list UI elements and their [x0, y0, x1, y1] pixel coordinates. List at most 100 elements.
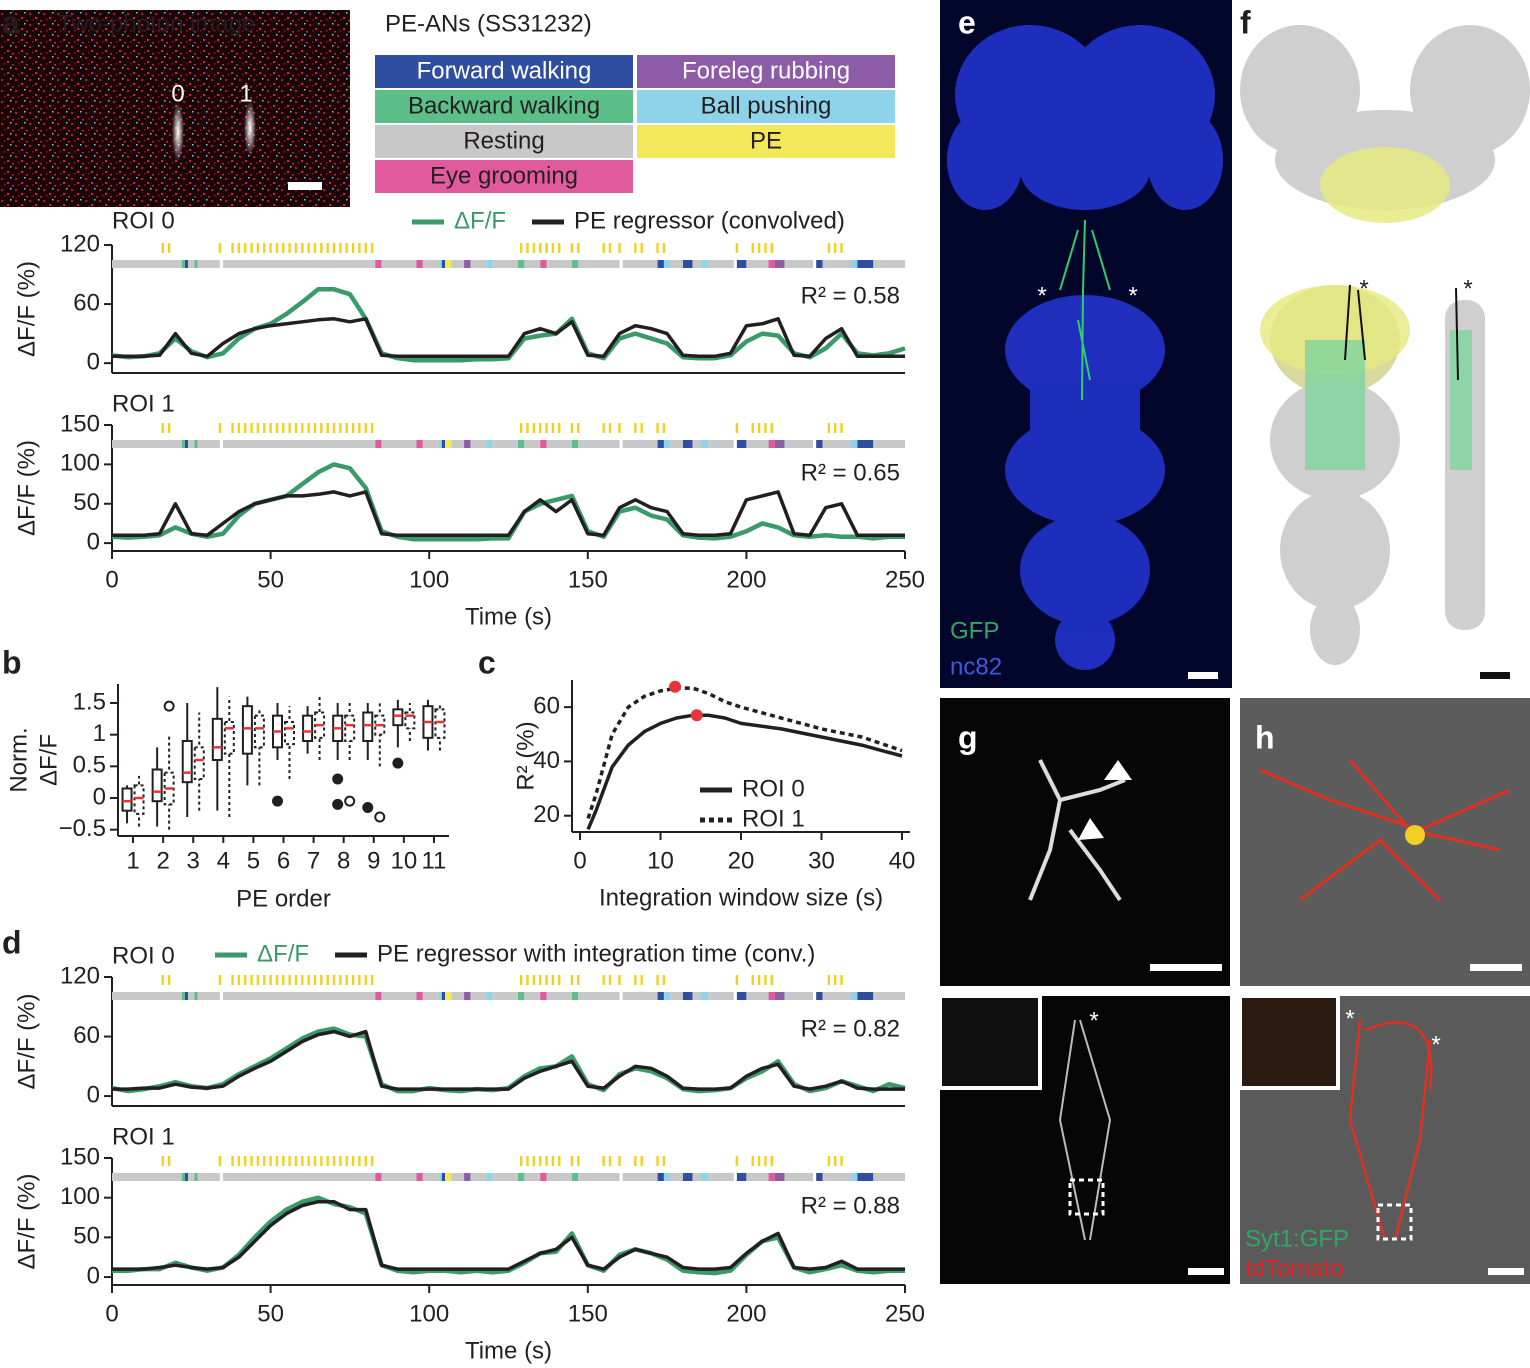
legend-label: ROI 0 [742, 775, 805, 802]
pe-tick [539, 1156, 542, 1166]
scale-bar [288, 182, 322, 190]
pe-tick [757, 1156, 761, 1166]
ethogram-segment [451, 1173, 465, 1181]
panel-letter: h [1255, 719, 1275, 755]
legend-label: Foreleg rubbing [682, 57, 850, 84]
ethogram-segment [736, 440, 747, 448]
ethogram-segment [857, 260, 874, 268]
x-tick-label: 9 [367, 847, 380, 874]
scale-bar [1150, 964, 1222, 971]
ethogram-segment [708, 260, 734, 268]
pe-tick [167, 243, 171, 253]
pe-tick [339, 975, 342, 985]
stain-label: GFP [950, 617, 999, 644]
legend-swatch [637, 55, 895, 88]
ethogram-segment [746, 992, 769, 1000]
scale-bar [1480, 672, 1510, 679]
pe-tick [269, 975, 272, 985]
ethogram-segment [223, 1173, 376, 1181]
ethogram-segment [492, 992, 519, 1000]
pe-tick [351, 423, 355, 433]
pe-tick [545, 423, 548, 433]
x-axis-label: PE order [236, 885, 331, 912]
outlier [272, 795, 283, 807]
ethogram-segment [181, 260, 185, 268]
ethogram-segment [873, 1173, 905, 1181]
pe-tick [250, 243, 253, 253]
pe-tick [161, 975, 164, 985]
pe-tick [307, 1156, 310, 1166]
pe-tick [288, 1156, 291, 1166]
pe-tick [301, 243, 304, 253]
ethogram-segment [774, 992, 785, 1000]
pe-tick [532, 243, 536, 253]
series-line [586, 686, 903, 819]
ethogram-segment [851, 1173, 858, 1181]
pe-tick [834, 975, 837, 985]
x-tick-label: 10 [647, 847, 674, 874]
ethogram-segment [774, 260, 785, 268]
pe-tick [770, 1156, 773, 1166]
pe-tick [770, 243, 773, 253]
y-tick-label: 60 [533, 692, 560, 719]
pe-tick [313, 423, 317, 433]
ethogram-segment [692, 260, 702, 268]
pe-tick [370, 975, 374, 985]
pe-tick [167, 975, 171, 985]
pe-tick [320, 1156, 323, 1166]
pe-tick [332, 1156, 336, 1166]
ethogram-segment [736, 1173, 747, 1181]
pe-tick [218, 243, 222, 253]
pe-tick [345, 1156, 348, 1166]
pe-tick [532, 1156, 536, 1166]
pe-tick [275, 975, 279, 985]
pe-tick [827, 243, 831, 253]
ethogram-segment [464, 260, 471, 268]
ethogram-segment [857, 440, 874, 448]
ethogram-segment [112, 992, 182, 1000]
y-tick-label: 150 [60, 1143, 100, 1170]
pe-tick [662, 423, 666, 433]
ethogram-segment [768, 440, 775, 448]
ethogram-segment [546, 1173, 572, 1181]
pe-tick [370, 423, 374, 433]
pe-tick [364, 1156, 367, 1166]
pe-tick [244, 423, 247, 433]
inset [938, 994, 1042, 1090]
ethogram-segment [546, 260, 572, 268]
pe-tick [351, 243, 355, 253]
chart-title: ROI 1 [112, 1123, 175, 1150]
chart-title: ROI 0 [112, 207, 175, 234]
arrowhead [1078, 760, 1132, 840]
scale-bar [1188, 1268, 1224, 1275]
neurite [1028, 759, 1126, 902]
panel-letter: f [1240, 4, 1251, 40]
pe-tick [840, 423, 843, 433]
stain-label: nc82 [950, 653, 1002, 680]
box [181, 740, 193, 784]
x-tick-label: 4 [217, 847, 230, 874]
ethogram-segment [578, 440, 620, 448]
pe-tick [269, 1156, 272, 1166]
y-tick-label: 0.5 [73, 752, 106, 779]
y-tick-label: 60 [73, 289, 100, 316]
box [362, 711, 374, 742]
ethogram-segment [663, 992, 671, 1000]
ethogram-segment [708, 992, 734, 1000]
confocal-image [1240, 698, 1530, 986]
ethogram-segment [375, 260, 382, 268]
ethogram-segment [438, 260, 442, 268]
ethogram-segment [746, 440, 769, 448]
ethogram-segment [438, 440, 442, 448]
ethogram-segment [816, 992, 823, 1000]
box [211, 717, 223, 761]
ethogram-segment [184, 440, 189, 448]
pe-tick [570, 423, 574, 433]
pe-tick [231, 1156, 234, 1166]
box [121, 787, 133, 812]
pe-tick [231, 243, 234, 253]
roi-blob [172, 102, 184, 162]
ethogram-segment [774, 440, 785, 448]
pe-tick [662, 1156, 666, 1166]
